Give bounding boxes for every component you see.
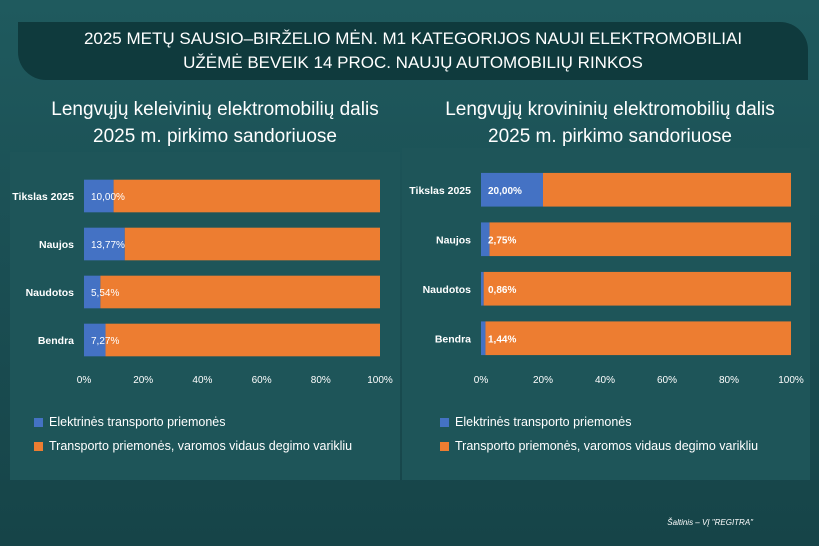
banner-title-line1: 2025 METŲ SAUSIO–BIRŽELIO MĖN. M1 KATEGO… — [83, 29, 743, 48]
data-label: 5,54% — [91, 288, 119, 299]
bar-combustion — [543, 172, 791, 207]
chart-left-panel: Tikslas 2025 10,00% Naujos 13,77% Naudotos 5,… — [10, 152, 400, 480]
legend-swatch-electric — [440, 417, 449, 427]
bar-combustion — [124, 227, 380, 261]
data-label: 13,77% — [91, 240, 125, 251]
bar-electric — [84, 179, 114, 213]
legend-item-electric: Elektrinės transporto priemonės — [440, 410, 758, 434]
source-note: Šaltinis – VĮ "REGITRA" — [667, 518, 753, 527]
bar-combustion — [100, 275, 380, 309]
legend-label-combustion: Transporto priemonės, varomos vidaus deg… — [455, 439, 759, 453]
chart-right-svg: Tikslas 2025 20,00% Naujos 2,75% Naudotos 0,8… — [409, 172, 804, 386]
legend-swatch-combustion — [34, 441, 43, 451]
legend-swatch-combustion — [440, 441, 449, 451]
bar-electric — [84, 275, 101, 309]
bar-combustion — [113, 179, 380, 213]
category-label: Naujos — [436, 234, 471, 246]
x-tick-label: 20% — [133, 375, 153, 386]
legend-label-electric: Elektrinės transporto priemonės — [49, 415, 226, 429]
legend-item-combustion: Transporto priemonės, varomos vidaus deg… — [34, 434, 352, 458]
category-label: Naudotos — [423, 284, 472, 296]
legend-label-electric: Elektrinės transporto priemonės — [455, 415, 632, 429]
data-label: 1,44% — [488, 334, 516, 345]
bar-electric — [481, 222, 490, 257]
x-tick-label: 100% — [367, 375, 393, 386]
category-label: Naujos — [39, 239, 74, 251]
category-label: Tikslas 2025 — [409, 185, 471, 197]
data-label: 10,00% — [91, 192, 125, 203]
data-label: 2,75% — [488, 235, 516, 246]
bar-combustion — [489, 222, 791, 257]
chart-left-title: Lengvųjų keleivinių elektromobilių dalis… — [20, 96, 410, 150]
bar-combustion — [485, 321, 791, 356]
header-banner: 2025 METŲ SAUSIO–BIRŽELIO MĖN. M1 KATEGO… — [18, 22, 808, 80]
bar-electric — [84, 227, 125, 261]
x-tick-label: 40% — [192, 375, 212, 386]
chart-right-title-line1: Lengvųjų krovininių elektromobilių dalis — [445, 99, 775, 120]
chart-right-title: Lengvųjų krovininių elektromobilių dalis… — [410, 96, 810, 150]
chart-left-legend: Elektrinės transporto priemonės Transpor… — [34, 410, 352, 458]
chart-left-svg: Tikslas 2025 10,00% Naujos 13,77% Naudotos 5,… — [12, 179, 393, 386]
category-label: Naudotos — [26, 287, 75, 299]
bar-electric — [481, 172, 543, 207]
legend-item-combustion: Transporto priemonės, varomos vidaus deg… — [440, 434, 758, 458]
x-tick-label: 80% — [719, 375, 739, 386]
legend-label-combustion: Transporto priemonės, varomos vidaus deg… — [49, 439, 353, 453]
category-label: Tikslas 2025 — [12, 191, 74, 203]
bar-combustion — [483, 271, 791, 306]
chart-right-legend: Elektrinės transporto priemonės Transpor… — [440, 410, 758, 458]
chart-left-title-line1: Lengvųjų keleivinių elektromobilių dalis — [51, 99, 379, 120]
x-tick-label: 60% — [252, 375, 272, 386]
bar-combustion — [105, 323, 381, 357]
x-tick-label: 100% — [778, 375, 804, 386]
chart-left-title-line2: 2025 m. pirkimo sandoriuose — [93, 126, 337, 147]
bar-electric — [481, 271, 484, 306]
bar-electric — [84, 323, 106, 357]
x-tick-label: 40% — [595, 375, 615, 386]
data-label: 0,86% — [488, 285, 516, 296]
chart-right-panel: Tikslas 2025 20,00% Naujos 2,75% Naudotos 0,8… — [402, 148, 810, 480]
data-label: 20,00% — [488, 186, 522, 197]
legend-item-electric: Elektrinės transporto priemonės — [34, 410, 352, 434]
category-label: Bendra — [38, 335, 74, 347]
x-tick-label: 60% — [657, 375, 677, 386]
bar-electric — [481, 321, 486, 356]
x-tick-label: 80% — [311, 375, 331, 386]
chart-right-title-line2: 2025 m. pirkimo sandoriuose — [488, 126, 732, 147]
banner-title-line2: UŽĖMĖ BEVEIK 14 PROC. NAUJŲ AUTOMOBILIŲ … — [183, 53, 643, 72]
x-tick-label: 0% — [77, 375, 92, 386]
x-tick-label: 20% — [533, 375, 553, 386]
category-label: Bendra — [435, 333, 471, 345]
data-label: 7,27% — [91, 336, 119, 347]
legend-swatch-electric — [34, 417, 43, 427]
x-tick-label: 0% — [474, 375, 489, 386]
